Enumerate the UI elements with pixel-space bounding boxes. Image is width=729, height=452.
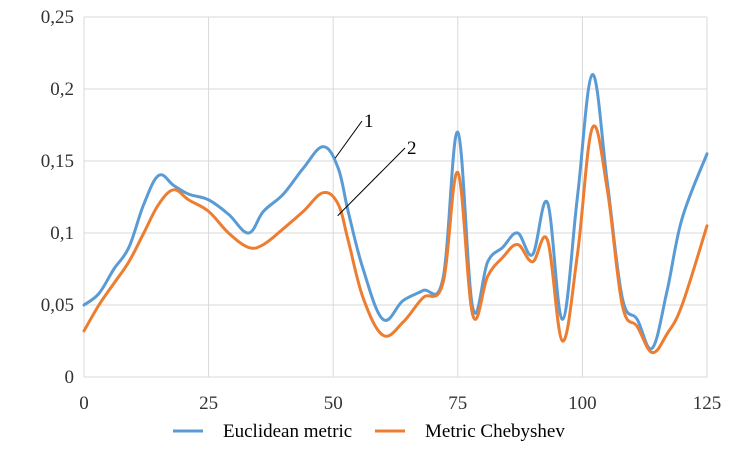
annotation-label: 2: [407, 138, 417, 159]
series-line-2: [82, 124, 709, 355]
legend-label: Metric Chebyshev: [425, 421, 565, 442]
y-tick-label: 0,1: [50, 223, 74, 244]
x-tick-label: 100: [568, 393, 597, 414]
y-tick-label: 0,25: [41, 7, 74, 28]
annotation-leader-line: [334, 120, 363, 159]
x-tick-label: 50: [324, 393, 343, 414]
x-tick-label: 75: [448, 393, 467, 414]
x-tick-label: 25: [199, 393, 218, 414]
chart-legend: Euclidean metric Metric Chebyshev: [173, 421, 565, 442]
annotation-label: 1: [364, 111, 374, 132]
legend-label: Euclidean metric: [223, 421, 352, 442]
annotation-leader-line: [337, 147, 406, 217]
chart-grid: [83, 16, 708, 378]
series-line-1: [82, 73, 709, 351]
y-tick-label: 0,05: [41, 295, 74, 316]
y-tick-label: 0,2: [50, 79, 74, 100]
y-tick-label: 0: [65, 367, 75, 388]
chart-series-layer: [82, 73, 709, 355]
x-tick-label: 125: [693, 393, 722, 414]
y-tick-label: 0,15: [41, 151, 74, 172]
x-tick-label: 0: [79, 393, 89, 414]
chart-annotations: 12: [334, 111, 417, 217]
chart-tick-labels: 0 0,05 0,1 0,15 0,2 0,25 0 25 50 75 100 125: [41, 7, 722, 414]
